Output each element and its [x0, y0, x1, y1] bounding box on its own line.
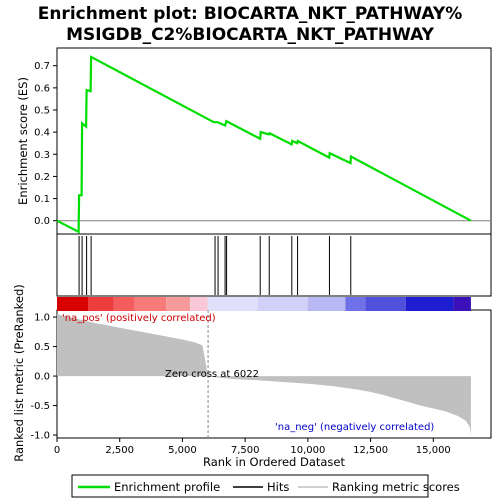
es-ytick-label: 0.2: [34, 172, 50, 183]
legend-hits-label: Hits: [267, 480, 289, 494]
xtick-label: 15,000: [416, 445, 451, 456]
colorbar-segment: [405, 297, 454, 311]
es-ytick-label: 0.5: [34, 106, 50, 117]
metric-ytick-label: 1.0: [34, 313, 50, 324]
hits-panel-frame: [56, 233, 492, 297]
hits-group: [78, 236, 352, 295]
colorbar-segment: [257, 297, 308, 311]
legend-ranking-label: Ranking metric scores: [332, 480, 460, 494]
metric-y-axis: 1.0 0.5 0.0 -0.5 -1.0: [30, 313, 57, 442]
es-y-axis: 0.0 0.1 0.2 0.3 0.4 0.5 0.6 0.7: [34, 61, 57, 227]
x-axis: 0 2,500 5,000 7,500 10,000 12,500 15,000: [54, 438, 451, 456]
x-axis-label: Rank in Ordered Dataset: [203, 455, 346, 469]
rank-colorbar: [57, 297, 471, 311]
chart-title-line1: Enrichment plot: BIOCARTA_NKT_PATHWAY%: [38, 4, 463, 24]
colorbar-segment: [207, 297, 258, 311]
xtick-label: 2,500: [105, 445, 134, 456]
xtick-label: 0: [54, 445, 60, 456]
neg-correlated-label: 'na_neg' (negatively correlated): [275, 422, 434, 433]
metric-ytick-label: 0.5: [34, 342, 50, 353]
metric-ytick-label: 0.0: [34, 372, 50, 383]
metric-ytick-label: -0.5: [30, 401, 50, 412]
colorbar-segment: [345, 297, 366, 311]
colorbar-segment: [57, 297, 89, 311]
metric-ytick-label: -1.0: [30, 431, 50, 442]
colorbar-segment: [307, 297, 346, 311]
chart-title-line2: MSIGDB_C2%BIOCARTA_NKT_PATHWAY: [66, 25, 435, 45]
metric-area: [57, 314, 471, 436]
pos-correlated-label: 'na_pos' (positively correlated): [62, 313, 216, 324]
legend-box: [71, 474, 429, 498]
xtick-label: 12,500: [353, 445, 388, 456]
xtick-label: 5,000: [168, 445, 197, 456]
es-ytick-label: 0.7: [34, 61, 50, 72]
xtick-label: 7,500: [231, 445, 260, 456]
es-y-axis-label: Enrichment score (ES): [16, 77, 30, 205]
xtick-label: 10,000: [290, 445, 325, 456]
es-ytick-label: 0.0: [34, 216, 50, 227]
colorbar-segment: [189, 297, 208, 311]
colorbar-segment: [453, 297, 471, 311]
es-ytick-label: 0.6: [34, 83, 50, 94]
metric-y-axis-label: Ranked list metric (PreRanked): [12, 284, 26, 462]
zero-cross-label: Zero cross at 6022: [165, 369, 259, 380]
legend-enrichment-label: Enrichment profile: [114, 480, 220, 494]
es-panel-frame: [56, 47, 492, 235]
es-curve-group: [56, 55, 472, 234]
colorbar-segment: [166, 297, 190, 311]
metric-area-group: [57, 310, 471, 438]
es-curve-line: [56, 55, 472, 234]
es-ytick-label: 0.4: [34, 128, 50, 139]
colorbar-segment: [88, 297, 114, 311]
colorbar-segment: [134, 297, 167, 311]
es-ytick-label: 0.1: [34, 194, 50, 205]
colorbar-segment: [113, 297, 135, 311]
colorbar-segment: [365, 297, 406, 311]
es-ytick-label: 0.3: [34, 150, 50, 161]
